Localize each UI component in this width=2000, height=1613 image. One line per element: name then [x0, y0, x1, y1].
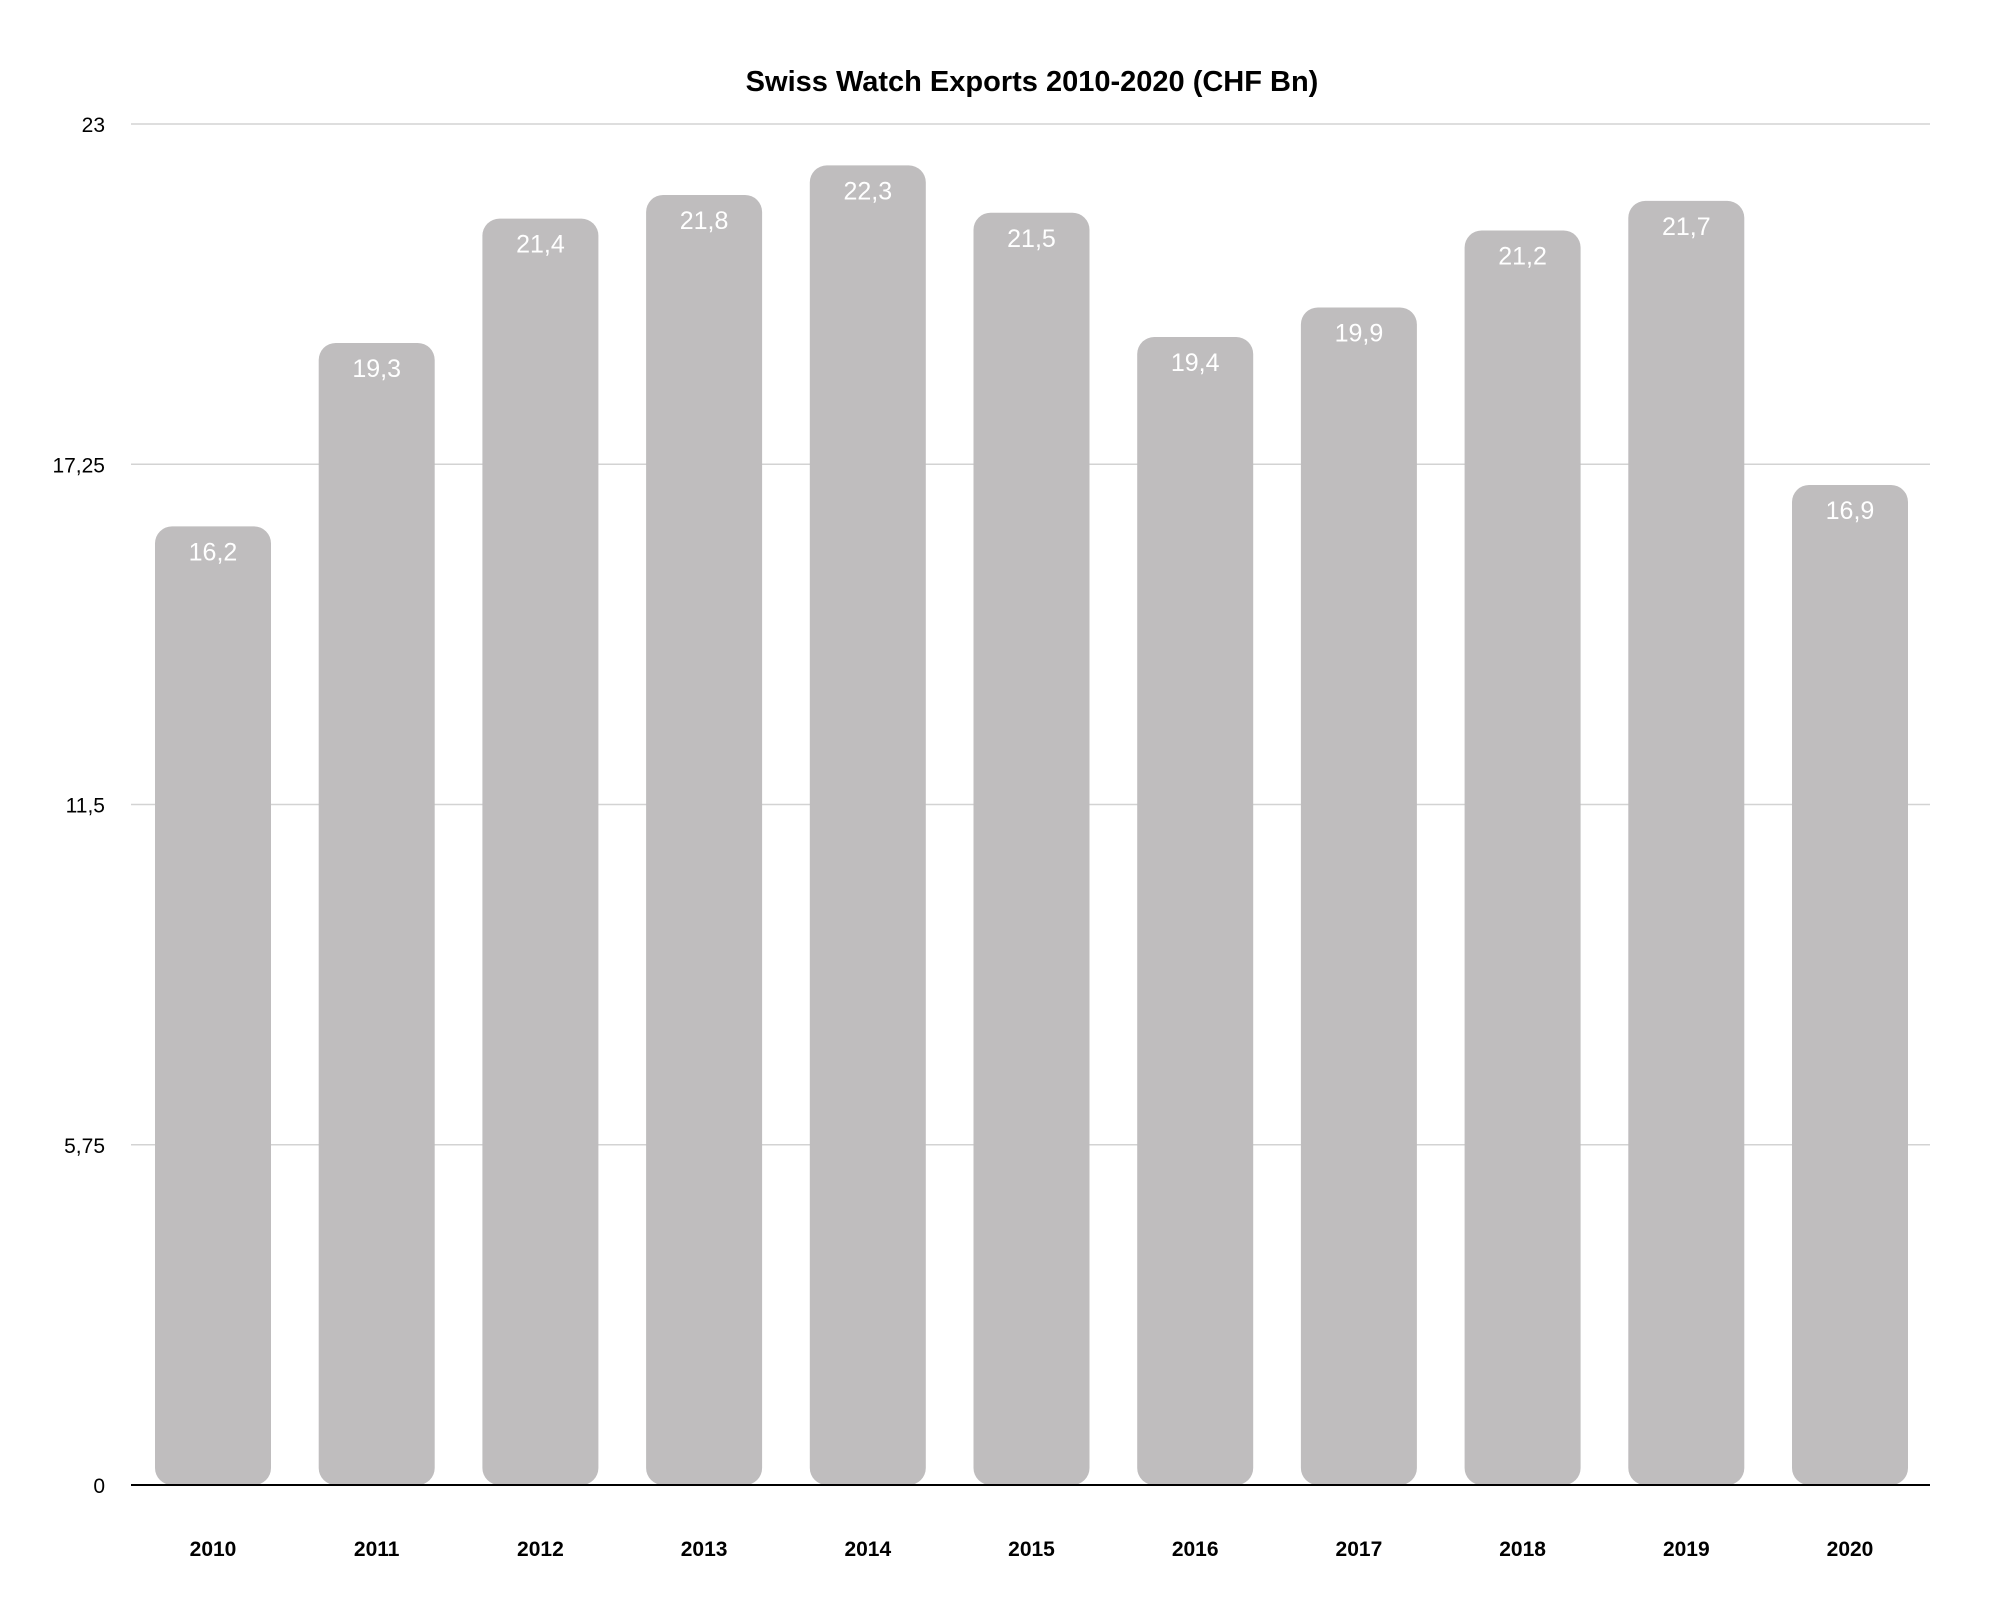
- y-tick-label: 17,25: [52, 454, 105, 477]
- x-tick-label: 2017: [1336, 1538, 1383, 1561]
- data-label: 21,7: [1662, 213, 1711, 241]
- data-label: 19,4: [1171, 349, 1220, 377]
- data-label: 16,2: [189, 538, 238, 566]
- x-tick-label: 2011: [354, 1538, 400, 1561]
- x-axis: 2010 2011 2012 2013 2014 2015 2016 2017 2018 2019…: [131, 1484, 1930, 1561]
- x-tick-label: 2018: [1499, 1538, 1546, 1561]
- bar: [973, 212, 1090, 1485]
- data-label: 22,3: [843, 177, 892, 205]
- y-axis: 0 5,75 11,5 17,25 23: [52, 114, 105, 1498]
- y-tick-label: 5,75: [64, 1135, 105, 1158]
- data-label: 16,9: [1826, 497, 1875, 525]
- data-label: 21,5: [1007, 225, 1056, 253]
- bar: [1464, 230, 1581, 1485]
- y-tick-label: 11,5: [66, 795, 105, 818]
- data-labels: 16,2 19,3 21,4 21,8 22,3 21,5 19,4 19,9 21,2 21,7…: [189, 177, 1875, 566]
- bar: [1300, 307, 1417, 1486]
- bar: [1792, 484, 1908, 1485]
- bar: [646, 195, 763, 1486]
- x-tick-label: 2015: [1008, 1538, 1055, 1561]
- bar: [1137, 337, 1254, 1485]
- data-label: 19,9: [1335, 319, 1384, 347]
- x-tick-label: 2020: [1827, 1538, 1874, 1561]
- bar: [482, 218, 599, 1486]
- x-tick-label: 2010: [190, 1538, 237, 1561]
- data-label: 19,3: [352, 355, 401, 383]
- x-tick-label: 2012: [517, 1538, 564, 1561]
- data-label: 21,2: [1498, 243, 1547, 271]
- chart-title: Swiss Watch Exports 2010-2020 (CHF Bn): [746, 66, 1319, 98]
- y-tick-label: 23: [82, 114, 105, 137]
- bar: [318, 342, 435, 1485]
- x-tick-label: 2016: [1172, 1538, 1219, 1561]
- x-tick-label: 2013: [681, 1538, 728, 1561]
- y-tick-label: 0: [93, 1475, 105, 1498]
- bar: [809, 165, 926, 1485]
- x-tick-label: 2019: [1663, 1538, 1710, 1561]
- bars: [155, 165, 1908, 1486]
- bar: [155, 526, 271, 1485]
- x-tick-label: 2014: [844, 1538, 891, 1561]
- data-label: 21,8: [680, 207, 729, 235]
- bar: [1628, 200, 1745, 1486]
- data-label: 21,4: [516, 231, 565, 259]
